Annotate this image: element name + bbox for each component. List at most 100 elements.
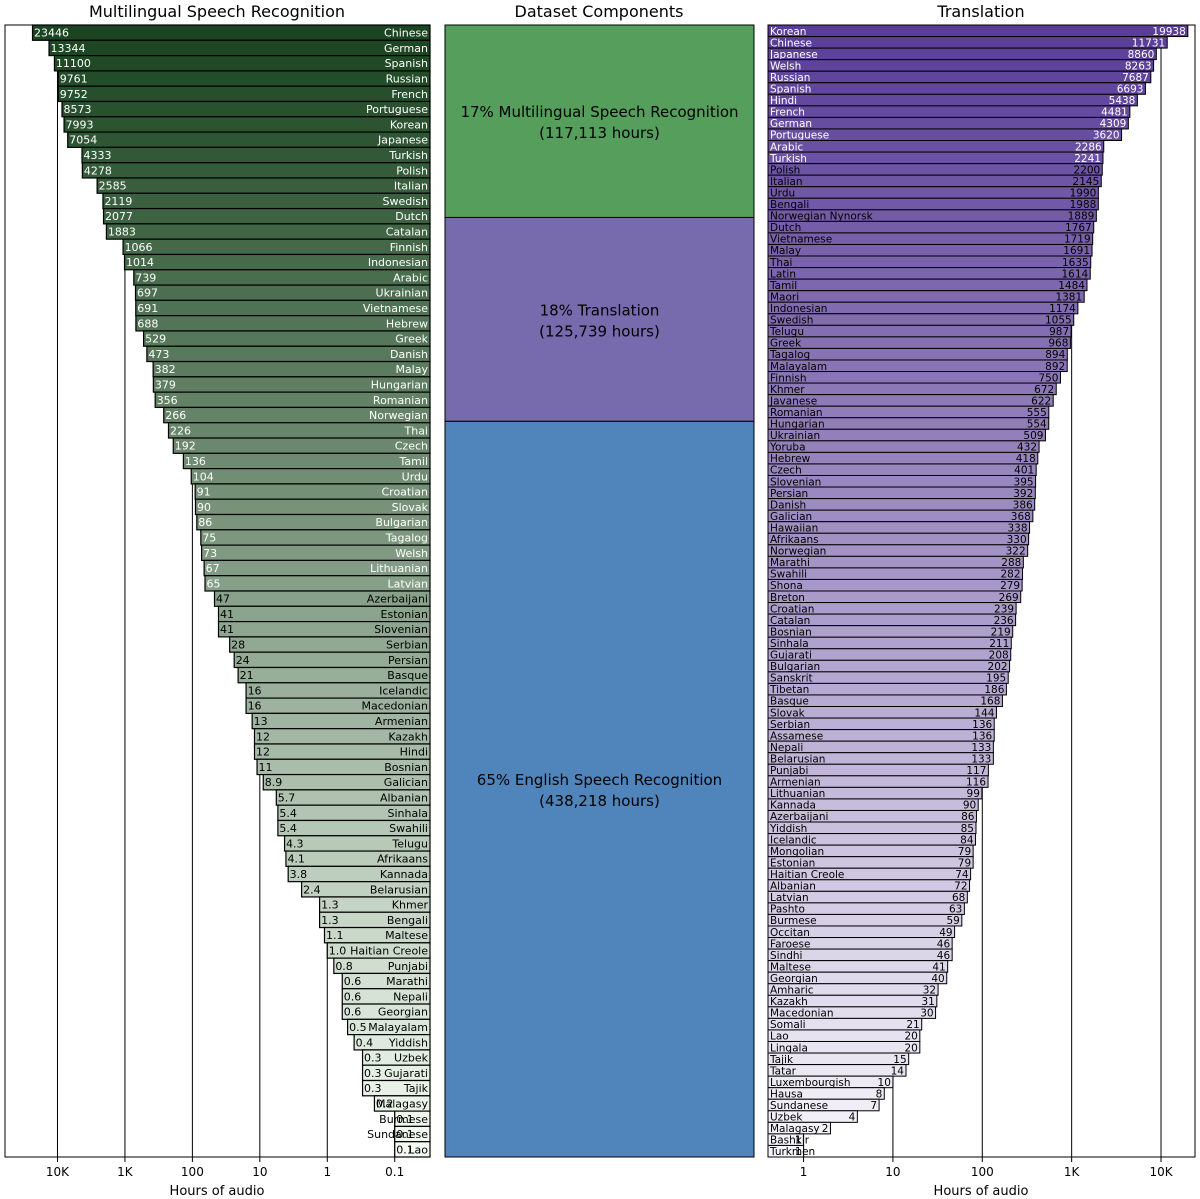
asr-value-label: 2077	[105, 210, 133, 223]
translation-value-label: 20	[904, 1031, 917, 1043]
translation-value-label: 1055	[1045, 315, 1072, 327]
translation-bar	[767, 140, 1105, 153]
asr-bar	[142, 330, 431, 347]
asr-category-label: Maltese	[385, 929, 428, 942]
translation-category-label: Urdu	[770, 187, 795, 199]
translation-bar	[767, 163, 1103, 176]
translation-value-label: 894	[1045, 349, 1065, 361]
translation-category-label: Welsh	[770, 60, 801, 72]
asr-value-label: 382	[155, 363, 176, 376]
asr-bar	[96, 177, 431, 194]
asr-value-label: 41	[220, 623, 234, 636]
translation-value-label: 195	[986, 673, 1006, 685]
translation-value-label: 1691	[1063, 245, 1090, 257]
translation-value-label: 8860	[1128, 49, 1155, 61]
translation-bar	[767, 105, 1131, 118]
translation-bar	[767, 36, 1168, 49]
asr-value-label: 5.4	[279, 822, 297, 835]
translation-category-label: Serbian	[770, 719, 810, 731]
translation-value-label: 386	[1013, 499, 1033, 511]
translation-category-label: Chinese	[770, 37, 812, 49]
translation-category-label: Yoruba	[769, 442, 806, 454]
translation-value-label: 202	[988, 661, 1008, 673]
translation-bar	[767, 578, 1023, 592]
translation-bar	[767, 382, 1057, 396]
asr-value-label: 9761	[60, 73, 88, 86]
asr-category-label: Dutch	[395, 210, 428, 223]
translation-category-label: Marathi	[770, 557, 810, 569]
translation-category-label: French	[770, 107, 805, 119]
asr-category-label: Korean	[390, 118, 428, 131]
asr-value-label: 697	[137, 287, 158, 300]
asr-value-label: 0.1	[396, 1113, 414, 1126]
translation-value-label: 6693	[1117, 84, 1144, 96]
translation-value-label: 79	[958, 846, 971, 858]
translation-bar	[767, 243, 1093, 257]
asr-category-label: Hindi	[400, 746, 428, 759]
translation-tick-label: 1	[800, 1165, 808, 1179]
translation-category-label: Danish	[770, 499, 806, 511]
asr-value-label: 16	[248, 700, 262, 713]
translation-value-label: 418	[1016, 453, 1036, 465]
translation-bar	[767, 347, 1068, 361]
translation-category-label: Greek	[770, 338, 802, 350]
translation-category-label: Mongolian	[770, 846, 824, 858]
translation-category-label: Maori	[770, 291, 799, 303]
translation-value-label: 8263	[1125, 60, 1152, 72]
translation-value-label: 395	[1014, 476, 1034, 488]
translation-category-label: Czech	[770, 465, 802, 477]
translation-bar	[767, 278, 1088, 292]
asr-value-label: 688	[137, 317, 158, 330]
translation-category-label: Faroese	[770, 938, 810, 950]
translation-value-label: 1988	[1070, 199, 1097, 211]
translation-category-label: Polish	[770, 164, 800, 176]
asr-category-label: Macedonian	[362, 700, 429, 713]
asr-value-label: 4.3	[286, 837, 304, 850]
asr-value-label: 4.1	[287, 853, 305, 866]
translation-value-label: 46	[937, 938, 951, 950]
translation-category-label: Korean	[770, 26, 806, 38]
translation-value-label: 330	[1007, 534, 1027, 546]
translation-value-label: 3620	[1093, 130, 1120, 142]
translation-value-label: 41	[932, 961, 945, 973]
translation-value-label: 1381	[1055, 291, 1082, 303]
asr-category-label: Malay	[395, 363, 428, 376]
translation-value-label: 31	[921, 996, 934, 1008]
translation-value-label: 211	[989, 638, 1009, 650]
translation-value-label: 63	[949, 904, 962, 916]
asr-category-label: Norwegian	[369, 409, 428, 422]
asr-category-label: Burmese	[379, 1113, 428, 1126]
component-segment	[444, 24, 755, 218]
translation-value-label: 30	[920, 1008, 933, 1020]
asr-value-label: 7054	[69, 134, 97, 147]
translation-value-label: 2	[822, 1123, 829, 1135]
asr-value-label: 1.3	[321, 899, 339, 912]
asr-bar	[57, 85, 431, 103]
translation-category-label: Albanian	[770, 881, 816, 893]
component-label: 18% Translation	[540, 301, 660, 319]
translation-category-label: Sanskrit	[770, 673, 813, 685]
translation-category-label: Spanish	[770, 84, 811, 96]
asr-category-label: Uzbek	[394, 1052, 429, 1065]
asr-category-label: Hebrew	[386, 317, 428, 330]
asr-category-label: Swahili	[389, 822, 428, 835]
translation-category-label: Portuguese	[770, 130, 829, 142]
asr-category-label: Kannada	[380, 868, 428, 881]
asr-value-label: 1.3	[321, 914, 339, 927]
asr-tick-label: 10	[252, 1165, 267, 1179]
translation-value-label: 1635	[1062, 257, 1089, 269]
asr-category-label: Czech	[395, 440, 428, 453]
asr-category-label: Italian	[394, 180, 428, 193]
asr-value-label: 0.3	[364, 1052, 382, 1065]
translation-bar	[767, 70, 1152, 84]
translation-category-label: Yiddish	[769, 823, 807, 835]
asr-category-label: Khmer	[392, 899, 429, 912]
components-panel: Dataset Components 65% English Speech Re…	[444, 2, 755, 1158]
translation-value-label: 8	[876, 1088, 883, 1100]
translation-value-label: 2241	[1074, 153, 1101, 165]
translation-value-label: 133	[971, 753, 991, 765]
translation-category-label: Telugu	[769, 326, 804, 338]
translation-value-label: 1889	[1068, 211, 1095, 223]
asr-category-label: Bosnian	[384, 761, 428, 774]
asr-value-label: 67	[206, 562, 220, 575]
